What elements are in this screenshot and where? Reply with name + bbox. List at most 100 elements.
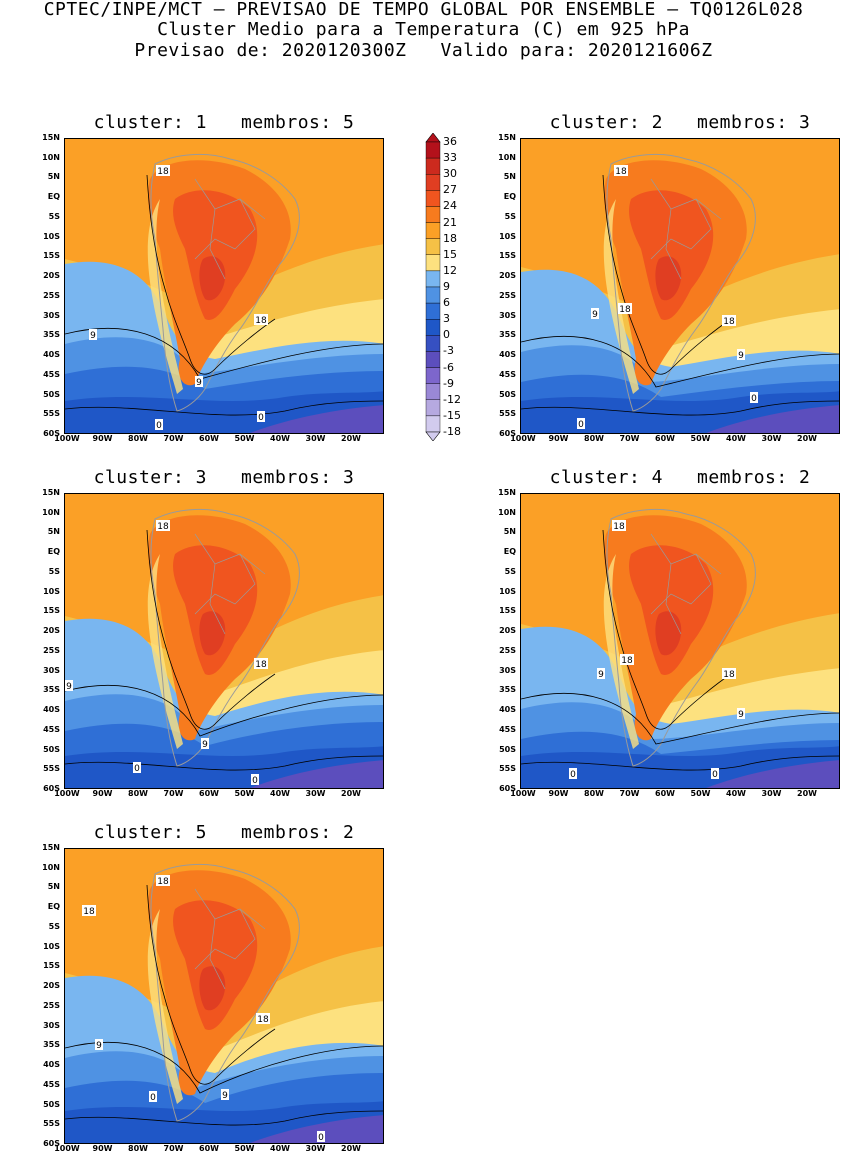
svg-text:18: 18: [723, 670, 735, 680]
lon-tick-label: 70W: [163, 789, 184, 798]
lat-tick-label: 35S: [43, 1040, 60, 1050]
colorbar-label: 18: [443, 231, 457, 245]
panel-title: cluster: 1 membros: 5: [93, 112, 355, 133]
temperature-map: 18 18 9 9 0 0: [64, 493, 384, 789]
lon-tick-label: 20W: [797, 434, 817, 443]
colorbar-label: 12: [443, 263, 457, 277]
contour-label: 9: [597, 668, 605, 680]
colorbar-label: 24: [443, 199, 457, 213]
lat-tick-label: 25S: [499, 645, 516, 655]
panel-title: cluster: 5 membros: 2: [93, 822, 355, 843]
lon-tick-label: 100W: [54, 1144, 80, 1153]
panel-title: cluster: 2 membros: 3: [549, 112, 811, 133]
lat-tick-label: 50S: [43, 744, 60, 754]
contour-label: 18: [620, 654, 634, 666]
colorbar-label: 36: [443, 135, 457, 148]
svg-text:9: 9: [738, 351, 744, 361]
lat-tick-label: 35S: [499, 685, 516, 695]
colorbar-swatch: [425, 206, 441, 223]
lon-tick-label: 20W: [341, 789, 361, 798]
contour-label: 9: [591, 308, 599, 320]
colorbar-swatch: [425, 367, 441, 384]
lon-tick-label: 80W: [128, 434, 148, 443]
lat-tick-label: 15S: [43, 606, 60, 616]
svg-text:0: 0: [252, 776, 258, 786]
lon-tick-label: 50W: [690, 434, 711, 443]
contour-label: 0: [155, 419, 163, 431]
lat-tick-label: 15N: [498, 133, 516, 142]
colorbar-swatch: [425, 141, 441, 159]
svg-text:18: 18: [255, 316, 267, 326]
lat-tick-label: 10S: [43, 941, 60, 951]
contour-label: 0: [577, 418, 585, 430]
colorbar-swatch: [425, 222, 441, 239]
lon-tick-label: 30W: [761, 434, 782, 443]
lat-tick-label: 45S: [499, 369, 516, 379]
lon-tick-label: 80W: [128, 1144, 148, 1153]
lat-tick-label: 35S: [499, 330, 516, 340]
lon-tick-label: 60W: [655, 434, 675, 443]
lon-tick-label: 40W: [270, 434, 290, 443]
lat-tick-label: 45S: [43, 724, 60, 734]
colorbar-label: 6: [443, 296, 450, 310]
contour-label: 18: [722, 315, 736, 327]
lon-tick-label: 90W: [92, 1144, 113, 1153]
lon-tick-label: 20W: [341, 1144, 361, 1153]
lon-tick-label: 20W: [341, 434, 361, 443]
lon-tick-label: 60W: [199, 434, 219, 443]
lat-tick-label: 45S: [499, 724, 516, 734]
svg-text:9: 9: [96, 1041, 102, 1051]
colorbar-swatch: [425, 174, 441, 191]
lat-tick-label: 20S: [43, 271, 60, 281]
colorbar-swatch: [425, 383, 441, 400]
header-dates: Previsao de: 2020120300Z Valido para: 20…: [134, 40, 713, 61]
svg-text:0: 0: [570, 770, 576, 780]
lat-tick-label: 25S: [43, 290, 60, 300]
colorbar-swatch: [425, 319, 441, 336]
lat-tick-label: 5N: [47, 882, 60, 892]
lat-tick-label: EQ: [503, 547, 516, 557]
lat-tick-label: 10N: [42, 152, 60, 162]
svg-text:18: 18: [255, 660, 267, 670]
contour-label: 9: [89, 329, 97, 341]
lon-tick-label: 20W: [797, 789, 817, 798]
lon-tick-label: 50W: [690, 789, 711, 798]
lon-tick-label: 90W: [92, 789, 113, 798]
lon-tick-label: 50W: [234, 434, 255, 443]
colorbar-label: -12: [443, 392, 461, 406]
lat-tick-label: EQ: [47, 902, 60, 912]
lat-tick-label: 50S: [43, 1099, 60, 1109]
lon-tick-label: 70W: [619, 789, 640, 798]
lat-tick-label: 5N: [503, 527, 516, 537]
colorbar: [423, 132, 443, 442]
contour-label: 0: [569, 768, 577, 780]
contour-label: 18: [156, 165, 170, 177]
contour-label: 9: [737, 349, 745, 361]
lon-tick-label: 100W: [510, 434, 536, 443]
colorbar-label: 30: [443, 167, 457, 181]
svg-text:18: 18: [613, 522, 625, 532]
lon-tick-label: 70W: [163, 1144, 184, 1153]
temperature-field-svg: 18 18 9 9 0 0: [65, 494, 383, 788]
svg-text:18: 18: [157, 877, 169, 887]
lon-tick-label: 60W: [655, 789, 675, 798]
temperature-field-svg: 18 18 9 9 0 0: [65, 139, 383, 433]
lat-tick-label: 50S: [499, 744, 516, 754]
lon-tick-label: 100W: [510, 789, 536, 798]
header-subtitle: Cluster Medio para a Temperatura (C) em …: [157, 19, 690, 40]
lat-tick-label: 45S: [43, 369, 60, 379]
contour-label: 0: [133, 762, 141, 774]
lat-tick-label: 30S: [43, 310, 60, 320]
colorbar-label: -6: [443, 360, 454, 374]
svg-text:18: 18: [257, 1015, 269, 1025]
colorbar-swatch: [425, 351, 441, 368]
lon-tick-label: 30W: [305, 434, 326, 443]
colorbar-label: -18: [443, 425, 461, 438]
lat-tick-label: 20S: [43, 626, 60, 636]
contour-label: 18: [256, 1013, 270, 1025]
svg-text:9: 9: [202, 740, 208, 750]
panel-title: cluster: 3 membros: 3: [93, 467, 355, 488]
colorbar-label: -9: [443, 376, 454, 390]
lon-tick-label: 30W: [305, 789, 326, 798]
lon-tick-label: 90W: [548, 789, 569, 798]
